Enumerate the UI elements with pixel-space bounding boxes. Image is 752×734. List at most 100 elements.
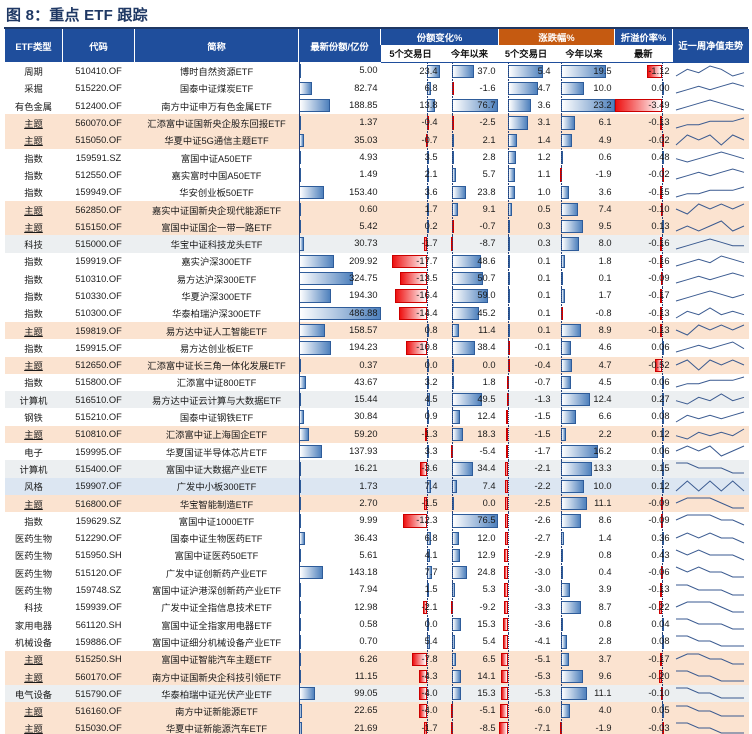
table-row[interactable]: 指数 512550.OF 嘉实富时中国A50ETF 1.49 2.1 5.7 1.1 -1.9… (4, 166, 749, 184)
table-row[interactable]: 主题 159819.OF 易方达中证人工智能ETF 158.57 0.8 11.4 0.1 8… (4, 321, 749, 340)
table-row[interactable]: 电气设备 515790.OF 华泰柏瑞中证光伏产业ETF 99.05 -4.0 15.3-… (4, 685, 749, 703)
cell-return-5d: 0.1 (499, 321, 554, 340)
subheader-return-ytd[interactable]: 今年以来 (553, 45, 615, 63)
cell-etf-code: 512290.OF (75, 533, 122, 544)
table-row[interactable]: 指数 510310.OF 易方达沪深300ETF 324.75 -13.5 50.7 0.1… (4, 270, 749, 288)
table-row[interactable]: 主题 512650.OF 汇添富中证长三角一体化发展ETF 0.37 0.0 0.0 -0.… (4, 356, 749, 374)
cell-return-5d: 0.3 (499, 218, 554, 236)
table-row[interactable]: 电子 159995.OF 华夏国证半导体芯片ETF 137.93 3.3 -5.4 -1.7… (4, 443, 749, 461)
table-row[interactable]: 科技 159939.OF 广发中证全指信息技术ETF 12.98 -2.1 -9.2 -3.… (4, 598, 749, 616)
cell-nav-sparkline (673, 564, 749, 581)
cell-etf-code: 515210.OF (75, 412, 122, 423)
cell-premium-rate: -0.06 (615, 564, 673, 582)
etf-type-label: 医药生物 (14, 586, 53, 597)
cell-share-change-ytd: 15.3 (441, 685, 499, 703)
table-row[interactable]: 周期 510410.OF 博时自然资源ETF 5.00 23.4 37.0 5.4 19.5-… (4, 62, 749, 80)
table-row[interactable]: 指数 159591.SZ 富国中证A50ETF 4.93 3.5 2.8 1.2 0.6 0.4… (4, 148, 749, 167)
cell-share-change-ytd: 37.0 (441, 62, 499, 80)
table-row[interactable]: 主题 515150.OF 富国中证国企一带一路ETF 5.42 0.2 -0.7 0.3 9.… (4, 218, 749, 236)
table-row[interactable]: 有色金属 512400.OF 南方中证申万有色金属ETF 188.85 13.8 76.7… (4, 97, 749, 115)
col-header-code[interactable]: 代码 (62, 29, 135, 62)
table-row[interactable]: 计算机 515400.OF 富国中证大数据产业ETF 16.21 -3.6 34.4 -2.… (4, 460, 749, 478)
cell-etf-type: 指数 (5, 166, 63, 183)
etf-type-label: 指数 (24, 292, 43, 302)
table-row[interactable]: 主题 515030.OF 华夏中证新能源汽车ETF 21.69 -1.7 -8.5 -7.1… (4, 719, 749, 734)
cell-premium-rate: 0.08 (615, 633, 673, 651)
table-row[interactable]: 采掘 515220.OF 国泰中证煤炭ETF 82.74 6.8 -1.6 4.7 10.0 0… (4, 79, 749, 98)
table-row[interactable]: 钢铁 515210.OF 国泰中证钢铁ETF 30.84 0.9 12.4 -1.5 6.6 0… (4, 408, 749, 426)
table-row[interactable]: 指数 510300.OF 华泰柏瑞沪深300ETF 486.88 -14.4 45.2 0.… (4, 304, 749, 322)
cell-return-5d: -2.5 (499, 494, 554, 513)
col-header-share-change[interactable]: 份额变化% (380, 29, 499, 45)
cell-share-change-ytd: 0.0 (441, 356, 499, 374)
table-row[interactable]: 指数 159915.OF 易方达创业板ETF 194.23 -10.8 38.4 -0.1 4… (4, 339, 749, 357)
etf-type-label: 周期 (24, 66, 43, 77)
table-row[interactable]: 指数 159919.OF 嘉实沪深300ETF 209.92 -17.7 48.6 0.1 1… (4, 252, 749, 271)
subheader-premium-latest[interactable]: 最新 (614, 45, 673, 63)
cell-etf-type: 主题 (5, 651, 63, 668)
cell-return-ytd: 9.6 (554, 667, 615, 686)
cell-etf-type: 指数 (5, 253, 63, 270)
subheader-return-5d[interactable]: 5个交易日 (498, 45, 554, 63)
table-row[interactable]: 主题 560070.OF 汇添富中证国新央企股东回报ETF 1.37 -0.4 -2.5 3… (4, 114, 749, 132)
table-row[interactable]: 医药生物 512290.OF 国泰中证生物医药ETF 36.43 6.8 12.0 -2.7… (4, 529, 749, 547)
table-row[interactable]: 医药生物 515950.SH 富国中证医药50ETF 5.61 4.1 12.9 -2.9 0… (4, 546, 749, 565)
cell-etf-type: 机械设备 (5, 633, 63, 650)
table-row[interactable]: 主题 510810.OF 汇添富中证上海国企ETF 59.20 -1.3 18.3 -1.5… (4, 425, 749, 444)
cell-etf-type: 指数 (5, 149, 63, 166)
cell-etf-name: 华夏沪深300ETF (181, 292, 252, 302)
subheader-share-chg-5d[interactable]: 5个交易日 (380, 45, 441, 63)
cell-premium-rate: -0.03 (615, 719, 673, 734)
cell-premium-rate: 0.04 (615, 616, 673, 634)
cell-etf-code: 515950.SH (75, 550, 122, 561)
col-header-return[interactable]: 涨跌幅% (497, 29, 615, 45)
subheader-share-chg-ytd[interactable]: 今年以来 (440, 45, 499, 63)
table-row[interactable]: 主题 516800.OF 华宝智能制造ETF 2.70 -1.5 0.0 -2.5 11.1-… (4, 494, 749, 513)
table-row[interactable]: 医药生物 159748.SZ 富国中证沪港深创新药产业ETF 7.94 1.5 5.3 -3… (4, 581, 749, 599)
etf-type-label: 医药生物 (14, 534, 53, 545)
table-row[interactable]: 风格 159907.OF 广发中小板300ETF 1.73 7.4 7.4 -2.2 10.0… (4, 477, 749, 495)
table-row[interactable]: 科技 515000.OF 华宝中证科技龙头ETF 30.73 -1.7 -8.7 0.3 8.… (4, 235, 749, 253)
col-header-name[interactable]: 简称 (134, 29, 299, 62)
cell-return-ytd: 1.4 (554, 529, 615, 547)
cell-etf-type: 风格 (5, 478, 63, 495)
cell-return-5d: 0.5 (499, 200, 554, 219)
cell-return-ytd: 10.0 (554, 79, 615, 98)
col-header-type[interactable]: ETF类型 (4, 29, 63, 62)
table-row[interactable]: 指数 515800.OF 汇添富中证800ETF 43.67 3.2 1.8 -0.7 4.5… (4, 373, 749, 392)
cell-share-change-5d: -4.0 (381, 702, 441, 720)
cell-latest-share: 4.93 (298, 148, 381, 167)
cell-nav-sparkline (673, 495, 749, 512)
cell-etf-name: 富国中证1000ETF (178, 516, 255, 527)
table-row[interactable]: 指数 159629.SZ 富国中证1000ETF 9.99 -12.3 76.5 -2.6 8… (4, 512, 749, 530)
cell-share-change-5d: -1.5 (381, 494, 441, 513)
table-row[interactable]: 主题 560170.OF 南方中证国新央企科技引领ETF 11.15 -4.3 14.1-… (4, 667, 749, 686)
table-row[interactable]: 主题 515250.SH 富国中证智能汽车主题ETF 6.26 -7.8 6.5 -5.1 3… (4, 650, 749, 668)
table-row[interactable]: 主题 515050.OF 华夏中证5G通信主题ETF 35.03 -0.7 2.1 1.4 4… (4, 131, 749, 149)
table-row[interactable]: 指数 159949.OF 华安创业板50ETF 153.40 3.6 23.8 1.0 3.6… (4, 183, 749, 201)
table-row[interactable]: 机械设备 159886.OF 富国中证细分机械设备产业ETF 0.70 5.4 5.4 -4… (4, 633, 749, 651)
table-row[interactable]: 医药生物 515120.OF 广发中证创新药产业ETF 143.18 7.7 24.8 -3… (4, 564, 749, 582)
cell-latest-share: 209.92 (298, 252, 381, 271)
cell-etf-type: 指数 (5, 287, 63, 304)
cell-return-5d: -5.3 (499, 685, 554, 703)
cell-latest-share: 11.15 (298, 667, 381, 686)
col-header-premium[interactable]: 折溢价率% (614, 29, 673, 45)
cell-etf-name: 易方达沪深300ETF (176, 274, 257, 285)
cell-return-ytd: 0.6 (554, 148, 615, 167)
col-header-share[interactable]: 最新份额/亿份 (298, 29, 381, 62)
cell-return-ytd: 6.1 (554, 114, 615, 132)
table-row[interactable]: 家用电器 561120.SH 富国中证全指家用电器ETF 0.58 0.0 15.3 -3.… (4, 616, 749, 634)
cell-return-ytd: 8.7 (554, 598, 615, 616)
cell-share-change-ytd: 1.8 (441, 373, 499, 392)
cell-etf-code: 515250.SH (75, 654, 122, 665)
cell-share-change-5d: -4.0 (381, 685, 441, 703)
cell-etf-type: 主题 (5, 218, 63, 235)
table-row[interactable]: 计算机 516510.OF 易方达中证云计算与大数据ETF 15.44 4.5 49.5-… (4, 391, 749, 409)
table-row[interactable]: 指数 510330.OF 华夏沪深300ETF 194.30 -16.4 59.0 0.1 1… (4, 287, 749, 305)
table-row[interactable]: 主题 516160.OF 南方中证新能源ETF 22.65 -4.0 -5.1 -6.0 4.… (4, 702, 749, 720)
col-header-sparkline[interactable]: 近一周净值走势 (672, 29, 749, 63)
table-row[interactable]: 主题 562850.OF 嘉实中证国新央企现代能源ETF 0.60 1.7 9.1 0.5 7… (4, 200, 749, 219)
cell-return-5d: 0.1 (499, 252, 554, 271)
cell-nav-sparkline (673, 426, 749, 443)
